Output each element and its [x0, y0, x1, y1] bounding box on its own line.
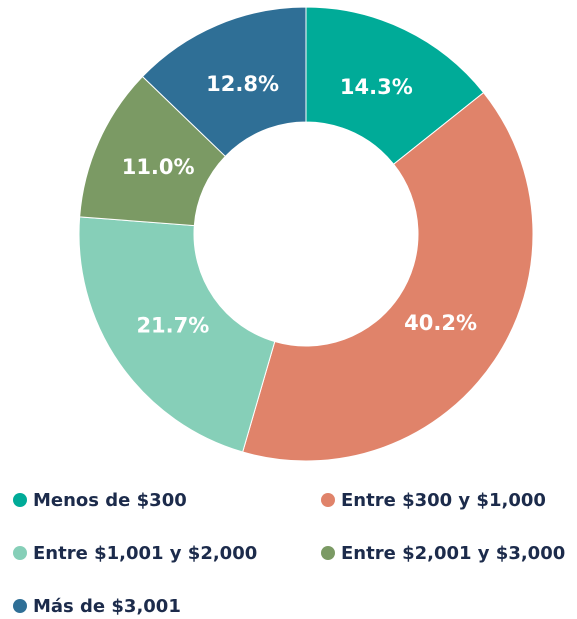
legend-swatch — [13, 546, 27, 560]
data-label: 21.7% — [136, 313, 209, 337]
data-label: 40.2% — [404, 311, 477, 335]
legend-swatch — [321, 546, 335, 560]
legend-label: Menos de $300 — [33, 490, 187, 511]
donut-slice — [141, 6, 307, 158]
legend-swatch — [13, 493, 27, 507]
donut-slice — [242, 91, 534, 462]
donut-slice — [78, 216, 276, 453]
data-label: 14.3% — [340, 75, 413, 99]
legend-label: Más de $3,001 — [33, 596, 181, 617]
legend-label: Entre $1,001 y $2,000 — [33, 543, 257, 564]
data-label: 11.0% — [122, 155, 195, 179]
legend-label: Entre $300 y $1,000 — [341, 490, 546, 511]
legend-label: Entre $2,001 y $3,000 — [341, 543, 565, 564]
legend-swatch — [321, 493, 335, 507]
donut-slice — [305, 6, 485, 165]
legend-swatch — [13, 599, 27, 613]
data-label: 12.8% — [206, 72, 279, 96]
